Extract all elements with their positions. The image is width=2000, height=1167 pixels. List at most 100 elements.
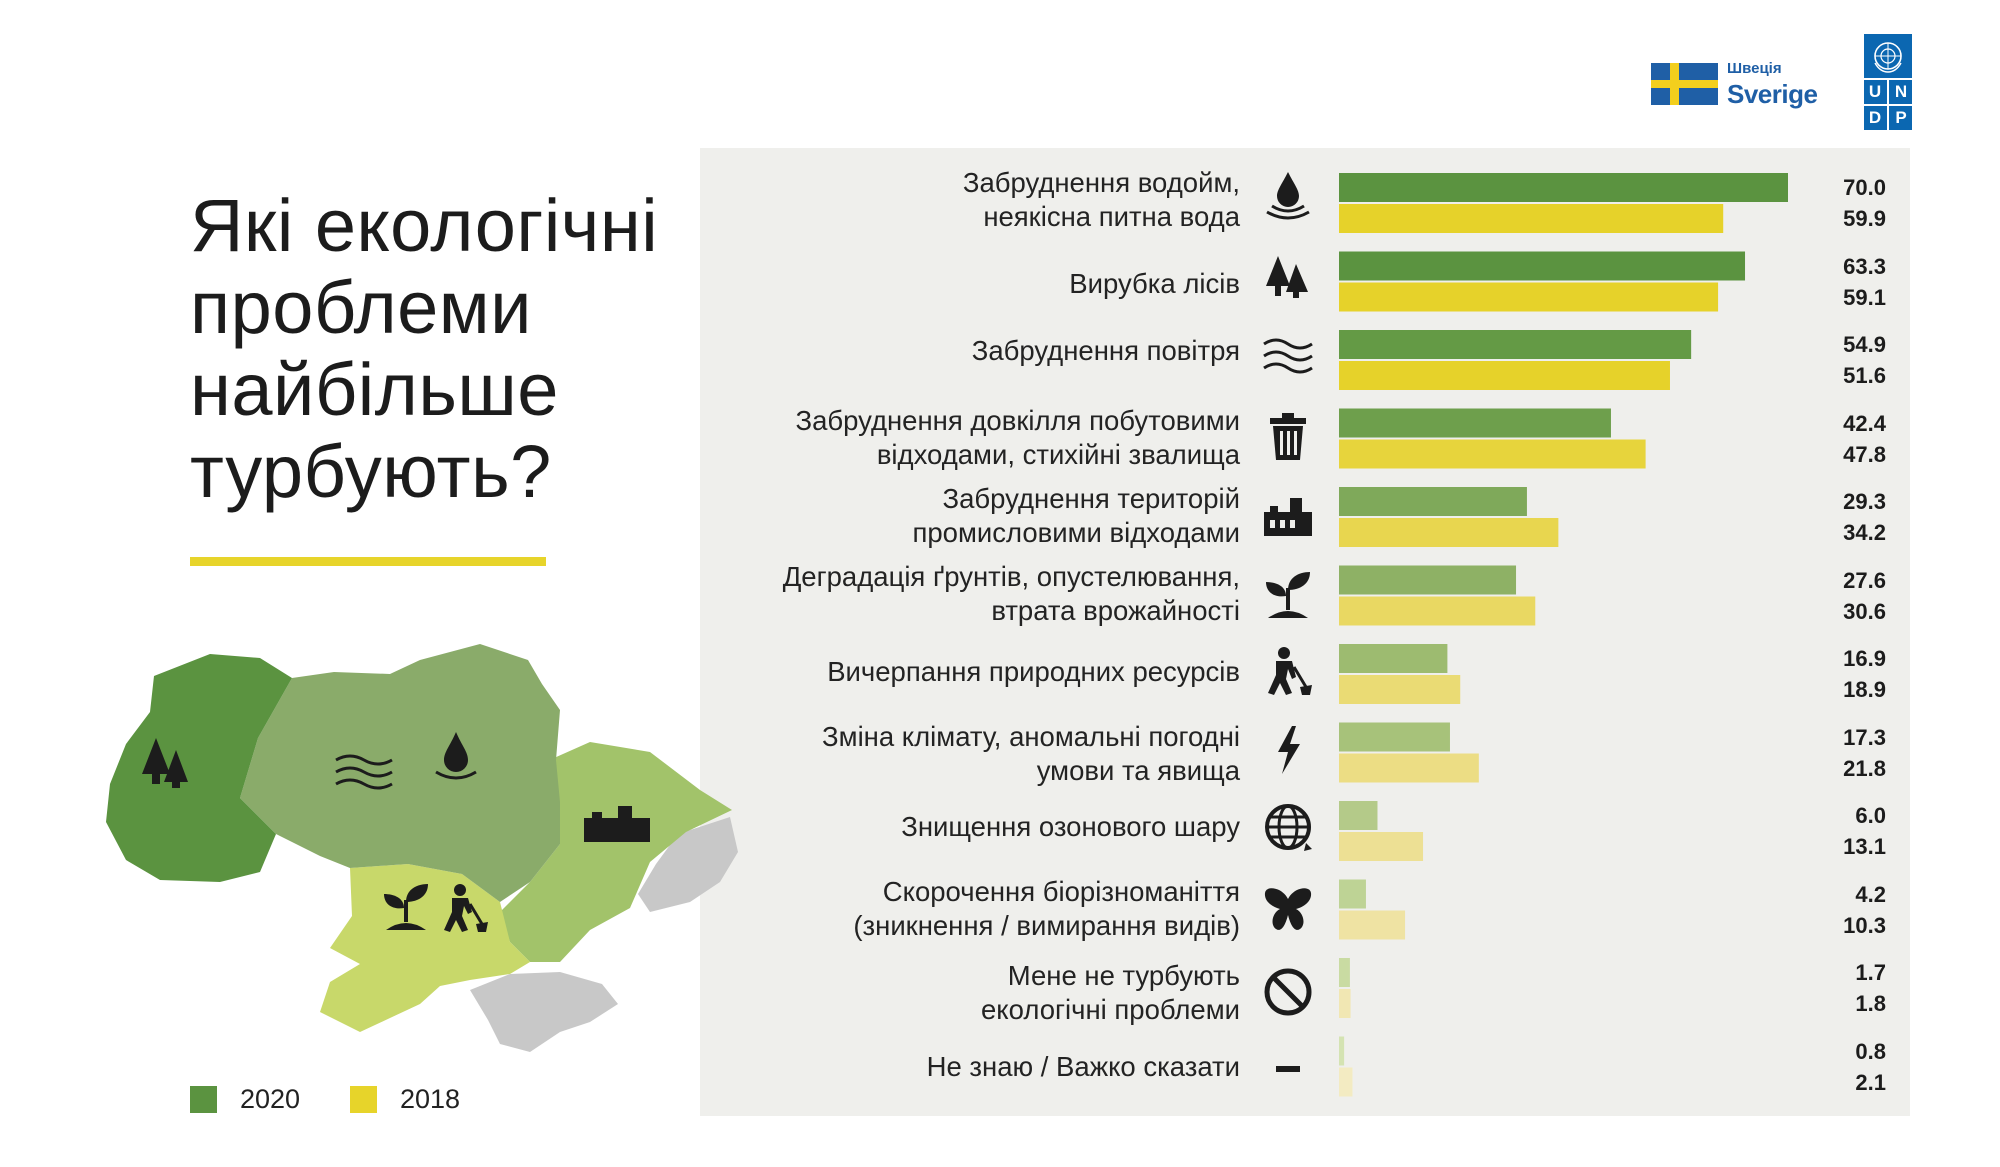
bar-2020 bbox=[1339, 330, 1692, 359]
undp-letter: D bbox=[1868, 108, 1882, 127]
row-label-line: Вичерпання природних ресурсів bbox=[827, 656, 1240, 687]
row-label: Знищення озонового шару bbox=[680, 810, 1240, 844]
bar-2018 bbox=[1339, 1067, 1353, 1097]
sweden-logo-main-text: Sverige bbox=[1727, 79, 1818, 109]
row-label-line: умови та явища bbox=[1036, 755, 1240, 786]
legend-label: 2020 bbox=[240, 1084, 301, 1114]
value-label-2020: 16.9 bbox=[1843, 646, 1886, 671]
bar-2018 bbox=[1339, 204, 1724, 233]
row-label-line: Забруднення водойм, bbox=[962, 167, 1240, 198]
map-factory-icon bbox=[584, 806, 650, 842]
row-label-line: Не знаю / Важко сказати bbox=[926, 1051, 1240, 1082]
air-waves-icon bbox=[1263, 338, 1313, 374]
butterfly-icon bbox=[1264, 888, 1312, 930]
row-label-line: промисловими відходами bbox=[912, 517, 1240, 548]
value-label-2018: 10.3 bbox=[1843, 912, 1886, 938]
row-label-line: неякісна питна вода bbox=[983, 201, 1240, 232]
bar-2020 bbox=[1339, 251, 1746, 281]
value-label-2020: 54.9 bbox=[1843, 332, 1886, 357]
value-label-2020: 4.2 bbox=[1855, 881, 1886, 907]
bar-2020 bbox=[1339, 644, 1448, 673]
digging-worker-icon bbox=[1268, 647, 1312, 695]
bar-2018 bbox=[1339, 832, 1424, 861]
value-label-2020: 42.4 bbox=[1843, 410, 1886, 436]
row-label-line: Мене не турбують bbox=[1007, 960, 1240, 991]
row-label-line: екологічні проблеми bbox=[981, 994, 1240, 1025]
trees-icon bbox=[1266, 256, 1308, 298]
bar-2020 bbox=[1339, 1036, 1345, 1066]
map-water-drop-icon bbox=[435, 732, 477, 780]
lightning-icon bbox=[1278, 726, 1300, 774]
row-label: Деградація ґрунтів, опустелювання, втрат… bbox=[680, 560, 1240, 628]
dash-icon bbox=[1276, 1066, 1300, 1072]
bar-2020 bbox=[1339, 408, 1611, 438]
page-title: Які екологічні проблеми найбільше турбую… bbox=[190, 185, 710, 513]
undp-letter: U bbox=[1868, 82, 1882, 101]
map-trees-icon bbox=[142, 738, 188, 788]
row-label: Вирубка лісів bbox=[680, 267, 1240, 301]
row-label: Зміна клімату, аномальні погодні умови т… bbox=[680, 720, 1240, 788]
undp-logo: U N D P bbox=[1864, 34, 1912, 130]
globe-icon bbox=[1265, 804, 1312, 851]
map-region-crimea bbox=[470, 972, 618, 1052]
value-label-2018: 59.1 bbox=[1843, 284, 1886, 310]
bar-2020 bbox=[1339, 173, 1788, 202]
row-label-line: Забруднення повітря bbox=[971, 335, 1240, 366]
bar-2020 bbox=[1339, 879, 1366, 909]
row-label-line: відходами, стихійні звалища bbox=[876, 439, 1240, 470]
bar-2020 bbox=[1339, 801, 1378, 830]
sweden-logo: Швеція Sverige bbox=[1651, 58, 1826, 109]
value-label-2020: 17.3 bbox=[1843, 724, 1886, 750]
value-label-2018: 2.1 bbox=[1855, 1069, 1886, 1095]
legend-swatch bbox=[350, 1086, 377, 1113]
value-label-2020: 29.3 bbox=[1843, 489, 1886, 514]
value-label-2018: 51.6 bbox=[1843, 363, 1886, 388]
bar-2018 bbox=[1339, 439, 1646, 469]
value-label-2018: 59.9 bbox=[1843, 206, 1886, 231]
title-underline bbox=[190, 557, 546, 566]
sweden-logo-top-text: Швеція bbox=[1727, 60, 1782, 77]
bar-2020 bbox=[1339, 487, 1527, 516]
undp-letter: P bbox=[1895, 108, 1907, 127]
row-label: Забруднення територій промисловими відхо… bbox=[680, 482, 1240, 550]
ukraine-map bbox=[106, 644, 738, 1052]
legend-swatch bbox=[190, 1086, 217, 1113]
bar-2018 bbox=[1339, 518, 1559, 547]
row-label-line: (зникнення / вимирання видів) bbox=[853, 910, 1240, 941]
map-region-center-north bbox=[240, 644, 560, 902]
row-label: Забруднення повітря bbox=[680, 334, 1240, 368]
title-line: проблеми bbox=[190, 266, 532, 349]
bar-2018 bbox=[1339, 596, 1536, 626]
bar-2018 bbox=[1339, 675, 1461, 704]
bar-2020 bbox=[1339, 565, 1517, 595]
sprout-icon bbox=[1266, 572, 1310, 618]
factory-icon bbox=[1264, 498, 1312, 536]
map-sprout-icon bbox=[384, 884, 428, 930]
bar-2018 bbox=[1339, 989, 1351, 1018]
row-label-line: Забруднення територій bbox=[942, 483, 1241, 514]
value-label-2018: 30.6 bbox=[1843, 598, 1886, 624]
value-label-2018: 13.1 bbox=[1843, 834, 1886, 859]
map-air-waves-icon bbox=[335, 754, 393, 790]
bar-2020 bbox=[1339, 958, 1350, 987]
prohibited-icon bbox=[1264, 968, 1312, 1016]
undp-letter: N bbox=[1894, 82, 1908, 101]
row-label-line: Знищення озонового шару bbox=[901, 811, 1240, 842]
bar-2018 bbox=[1339, 753, 1479, 783]
bar-2018 bbox=[1339, 282, 1719, 312]
map-region-occupied bbox=[638, 817, 738, 912]
value-label-2020: 63.3 bbox=[1843, 253, 1886, 279]
value-label-2018: 1.8 bbox=[1855, 991, 1886, 1016]
row-label-line: Деградація ґрунтів, опустелювання, bbox=[782, 561, 1240, 592]
un-emblem-icon bbox=[1874, 42, 1902, 73]
value-label-2020: 0.8 bbox=[1855, 1038, 1886, 1064]
value-label-2020: 1.7 bbox=[1855, 960, 1886, 985]
row-label-line: Забруднення довкілля побутовими bbox=[795, 405, 1240, 436]
sweden-flag-icon bbox=[1651, 63, 1718, 105]
value-label-2020: 27.6 bbox=[1843, 567, 1886, 593]
row-label: Забруднення водойм, неякісна питна вода bbox=[680, 166, 1240, 234]
row-label-line: Скорочення біорізноманіття bbox=[882, 876, 1240, 907]
row-label: Не знаю / Важко сказати bbox=[680, 1050, 1240, 1084]
row-label-line: Зміна клімату, аномальні погодні bbox=[822, 721, 1240, 752]
